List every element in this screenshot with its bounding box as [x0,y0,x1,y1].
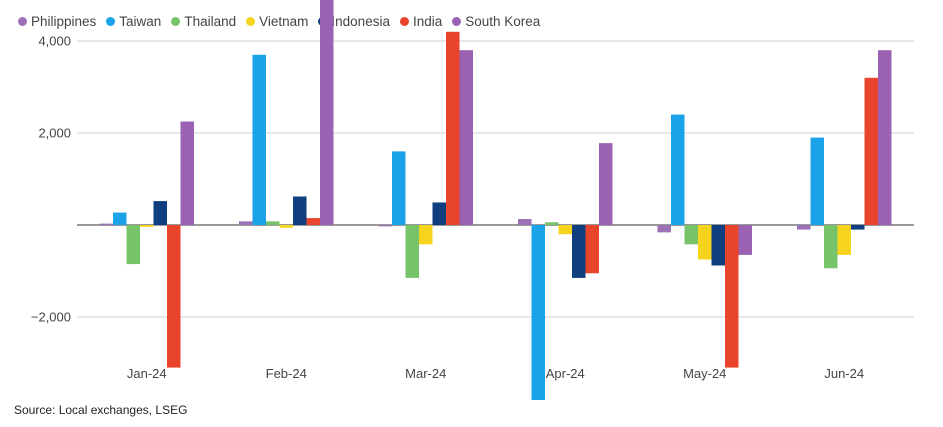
legend-swatch [246,17,256,26]
bar-thailand-apr-24 [545,222,559,225]
x-tick-label: Jun-24 [824,366,864,381]
bar-thailand-mar-24 [405,225,419,278]
y-tick-label: 4,000 [38,34,71,49]
bar-south-korea-may-24 [738,225,752,255]
bar-vietnam-feb-24 [279,225,293,228]
bar-south-korea-apr-24 [599,143,613,225]
x-tick-label: Apr-24 [546,366,585,381]
bar-india-feb-24 [306,218,320,225]
bar-philippines-jan-24 [99,223,113,225]
bar-taiwan-apr-24 [531,225,545,400]
bar-thailand-jan-24 [126,225,140,265]
bar-india-jan-24 [167,225,181,368]
bar-india-apr-24 [585,225,599,274]
legend-label: Indonesia [331,14,390,29]
legend-swatch [399,17,409,26]
legend-swatch [171,17,181,26]
legend-item-thailand: Thailand [171,14,236,29]
y-tick-label: −2,000 [31,310,71,325]
chart-legend: Philippines Taiwan Thailand Vietnam Indonesi… [18,14,550,29]
bars [99,0,892,400]
gridlines [77,40,914,318]
bar-indonesia-may-24 [711,225,725,266]
legend-swatch [452,17,462,26]
legend-swatch [106,17,116,26]
bar-taiwan-jan-24 [113,212,127,225]
bar-vietnam-jun-24 [837,225,851,255]
legend-label: South Korea [465,14,541,29]
bar-philippines-may-24 [657,225,671,233]
bar-south-korea-feb-24 [320,0,334,226]
bar-india-may-24 [725,225,739,368]
bar-indonesia-apr-24 [572,225,586,278]
x-tick-label: Mar-24 [405,366,446,381]
legend-item-philippines: Philippines [18,14,96,29]
legend-swatch [18,17,27,26]
bar-thailand-feb-24 [266,221,280,225]
legend-item-india: India [399,14,443,29]
legend-item-vietnam: Vietnam [246,14,308,29]
x-tick-label: Feb-24 [266,366,307,381]
bar-philippines-feb-24 [239,221,253,225]
bar-taiwan-feb-24 [252,54,266,225]
bar-indonesia-feb-24 [293,196,307,225]
bar-philippines-jun-24 [797,225,811,230]
bar-taiwan-mar-24 [392,151,406,225]
legend-label: India [412,14,443,29]
bar-thailand-may-24 [684,225,698,245]
bar-philippines-mar-24 [378,225,392,227]
x-tick-label: Jan-24 [127,366,167,381]
bar-vietnam-mar-24 [419,225,433,245]
bar-india-jun-24 [864,77,878,225]
bar-india-mar-24 [446,31,460,225]
bar-vietnam-may-24 [698,225,712,260]
bar-vietnam-apr-24 [558,225,572,235]
x-axis-ticks: Jan-24 Feb-24 Mar-24 Apr-24 May-24 Jun-24 [127,366,864,381]
legend-item-taiwan: Taiwan [106,14,161,29]
legend-label: Taiwan [119,14,162,29]
y-tick-label: 2,000 [38,126,71,141]
legend-label: Philippines [31,14,97,29]
bar-taiwan-jun-24 [810,137,824,225]
legend-label: Thailand [184,14,237,29]
source-note: Source: Local exchanges, LSEG [14,403,188,417]
bar-taiwan-may-24 [671,114,685,225]
x-tick-label: May-24 [683,366,726,381]
legend-label: Vietnam [259,14,309,29]
bar-indonesia-jan-24 [153,201,167,225]
bar-vietnam-jan-24 [140,225,154,227]
bar-south-korea-jan-24 [180,121,194,225]
bar-indonesia-mar-24 [432,202,446,225]
bar-south-korea-mar-24 [459,50,473,226]
bar-thailand-jun-24 [824,225,838,269]
bar-indonesia-jun-24 [851,225,865,230]
bar-south-korea-jun-24 [878,50,892,226]
bar-philippines-apr-24 [518,219,532,225]
legend-item-south-korea: South Korea [452,14,540,29]
